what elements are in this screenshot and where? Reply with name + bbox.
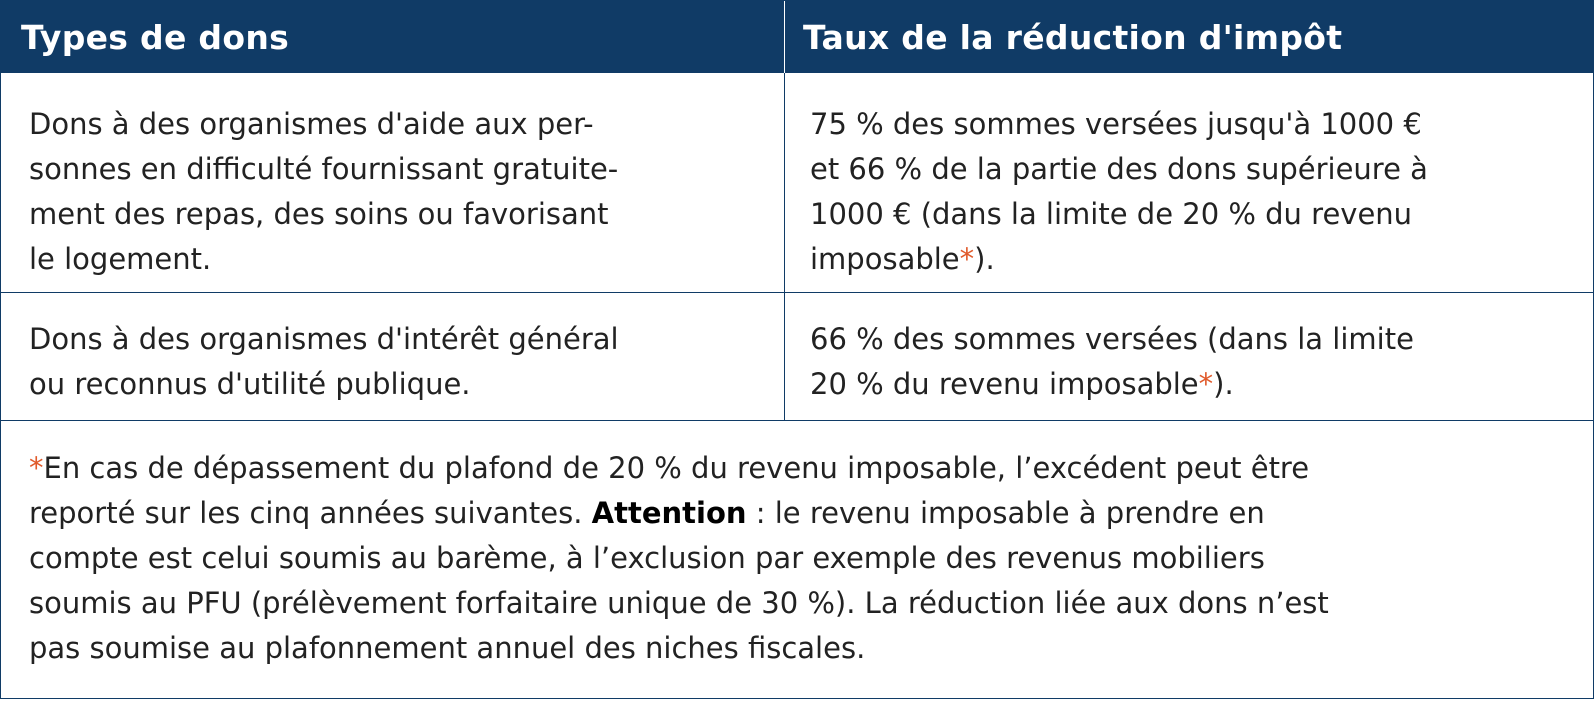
asterisk-mark: *	[1198, 367, 1214, 401]
rate-line: et 66 % de la partie des dons supérieure…	[810, 152, 1428, 186]
rate-line-last: imposable*).	[810, 237, 1593, 282]
header-taux-reduction: Taux de la réduction d'impôt	[784, 1, 1593, 73]
type-line: ment des repas, des soins ou favorisant	[29, 197, 609, 231]
type-line: Dons à des organismes d'intérêt général	[29, 322, 619, 356]
type-line: ou reconnus d'utilité publique.	[29, 367, 471, 401]
rate-cell: 75 % des sommes versées jusqu'à 1000 € e…	[784, 73, 1593, 292]
type-line: Dons à des organismes d'aide aux per-	[29, 107, 594, 141]
footnote-line: compte est celui soumis au barème, à l’e…	[29, 541, 1265, 575]
rate-text: imposable	[810, 242, 960, 276]
type-line: le logement.	[29, 242, 212, 276]
rate-text: 20 % du revenu imposable	[810, 367, 1199, 401]
rate-text-end: ).	[974, 242, 995, 276]
footnote-line: pas soumise au plafonnement annuel des n…	[29, 631, 866, 665]
footnote-text: En cas de dépassement du plafond de 20 %…	[43, 451, 1310, 485]
rate-line: 1000 € (dans la limite de 20 % du revenu	[810, 197, 1413, 231]
type-cell: Dons à des organismes d'intérêt général …	[1, 292, 784, 420]
header-types-de-dons: Types de dons	[21, 17, 290, 57]
table-header: Types de dons Taux de la réduction d'imp…	[1, 1, 1593, 73]
table-row: Dons à des organismes d'intérêt général …	[1, 292, 1593, 421]
asterisk-mark: *	[959, 242, 975, 276]
footnote-text: : le revenu imposable à prendre en	[746, 496, 1265, 530]
rate-cell: 66 % des sommes versées (dans la limite …	[784, 292, 1593, 420]
footnote-text: reporté sur les cinq années suivantes.	[29, 496, 592, 530]
table-row: Dons à des organismes d'aide aux per- so…	[1, 73, 1593, 293]
attention-label: Attention	[591, 496, 747, 530]
asterisk-mark: *	[29, 451, 44, 485]
rate-text-end: ).	[1213, 367, 1234, 401]
type-line: sonnes en difficulté fournissant gratuit…	[29, 152, 619, 186]
footnote-line: *En cas de dépassement du plafond de 20 …	[29, 446, 1565, 491]
rate-line: 66 % des sommes versées (dans la limite	[810, 322, 1414, 356]
rate-line-last: 20 % du revenu imposable*).	[810, 362, 1593, 407]
footnote-line: soumis au PFU (prélèvement forfaitaire u…	[29, 586, 1329, 620]
footnote-line: reporté sur les cinq années suivantes. A…	[29, 491, 1565, 536]
type-cell: Dons à des organismes d'aide aux per- so…	[1, 73, 784, 292]
footnote: *En cas de dépassement du plafond de 20 …	[1, 421, 1593, 698]
rate-line: 75 % des sommes versées jusqu'à 1000 €	[810, 107, 1422, 141]
